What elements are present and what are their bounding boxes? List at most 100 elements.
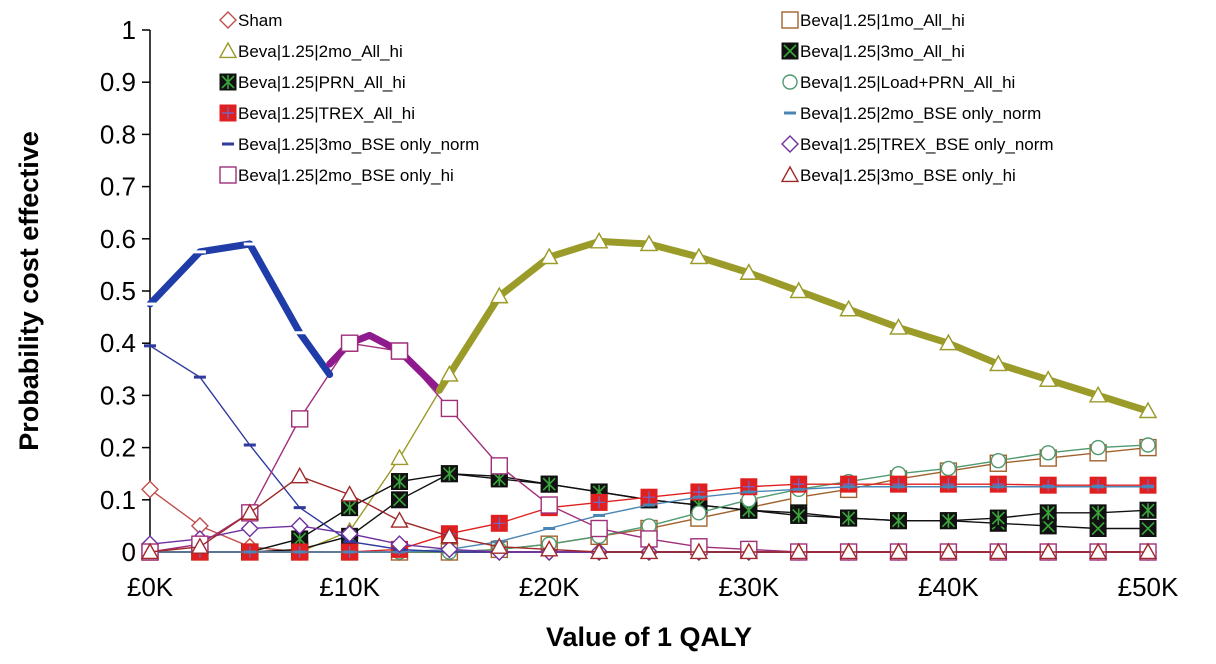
y-tick-label: 0.2 <box>100 433 136 463</box>
y-tick-label: 0.6 <box>100 224 136 254</box>
legend-marker <box>219 166 237 184</box>
legend-marker <box>218 41 238 59</box>
data-point <box>391 473 408 491</box>
data-point <box>240 519 259 538</box>
data-point <box>989 509 1007 527</box>
frontier-point <box>939 333 958 351</box>
legend-entry-beva-1-25-3mo-bse-only-norm: Beva|1.25|3mo_BSE only_norm <box>222 135 479 154</box>
data-point <box>989 542 1008 560</box>
y-tick-label: 0.8 <box>100 119 136 149</box>
data-point <box>789 542 808 560</box>
legend-label: Beva|1.25|3mo_BSE only_hi <box>800 166 1016 185</box>
data-point <box>589 542 609 560</box>
legend-entry-beva-1-25-2mo-bse-only-norm: Beva|1.25|2mo_BSE only_norm <box>784 104 1041 123</box>
legend-entry-sham: Sham <box>219 11 282 30</box>
data-point <box>1089 504 1107 522</box>
data-point <box>1139 520 1157 538</box>
data-point <box>490 470 508 488</box>
data-point <box>590 493 608 511</box>
data-point <box>1039 542 1058 560</box>
data-point <box>839 542 858 560</box>
legend-entry-beva-1-25-trex-all-hi: Beva|1.25|TREX_All_hi <box>219 104 415 123</box>
x-tick-label: £20K <box>519 572 580 602</box>
legend-label: Sham <box>238 11 282 30</box>
legend-marker <box>781 42 799 60</box>
data-point <box>340 524 359 543</box>
data-point <box>790 506 808 524</box>
y-tick-label: 0.7 <box>100 172 136 202</box>
frontier-point <box>1039 370 1058 387</box>
frontier-point <box>789 281 808 299</box>
legend-label: Beva|1.25|TREX_BSE only_norm <box>800 135 1054 154</box>
legend-marker <box>219 11 237 29</box>
frontier <box>144 231 1158 419</box>
data-point <box>939 475 957 493</box>
data-point <box>140 542 160 560</box>
data-point <box>1088 542 1108 560</box>
x-axis-title: Value of 1 QALY <box>546 622 752 652</box>
frontier-segment <box>435 237 1152 415</box>
legend-label: Beva|1.25|1mo_All_hi <box>800 11 965 30</box>
data-point <box>1139 501 1157 519</box>
legend-marker <box>219 104 237 122</box>
y-axis-title: Probability cost effective <box>14 131 44 451</box>
legend-label: Beva|1.25|TREX_All_hi <box>238 104 415 123</box>
legend-entry-beva-1-25-2mo-bse-only-hi: Beva|1.25|2mo_BSE only_hi <box>219 166 454 185</box>
series-beva-1-25-2mo-bse-only-norm <box>144 485 1154 554</box>
data-point <box>190 537 210 554</box>
data-point <box>290 516 309 535</box>
legend-label: Beva|1.25|3mo_BSE only_norm <box>238 135 479 154</box>
frontier-point <box>440 365 459 382</box>
data-point <box>390 511 409 528</box>
data-point <box>390 535 409 554</box>
data-point <box>590 519 608 538</box>
data-point <box>540 496 558 514</box>
data-point <box>490 514 508 532</box>
legend-marker <box>782 74 798 90</box>
data-point <box>440 399 459 418</box>
frontier-point <box>989 354 1008 372</box>
x-tick-label: £0K <box>127 572 174 602</box>
data-point <box>989 475 1007 493</box>
data-point <box>391 491 408 509</box>
data-point <box>490 457 508 475</box>
data-point <box>1140 437 1156 453</box>
legend-label: Beva|1.25|PRN_All_hi <box>238 73 406 92</box>
data-point <box>440 465 458 483</box>
axes: 0 0.1 0.2 0.3 0.4 0.5 0.6 0.7 0.8 0.9 1 £0K £10K £20K… <box>100 15 1179 602</box>
frontier-point <box>589 231 609 249</box>
data-point <box>890 475 907 493</box>
data-point <box>840 475 858 493</box>
legend-label: Beva|1.25|2mo_All_hi <box>238 42 403 61</box>
legend-entry-beva-1-25-3mo-all-hi: Beva|1.25|3mo_All_hi <box>781 42 965 61</box>
legend-label: Beva|1.25|3mo_All_hi <box>800 42 965 61</box>
data-point <box>1039 504 1057 522</box>
legend-marker <box>780 165 800 183</box>
frontier-point <box>390 342 409 360</box>
data-point <box>1138 542 1158 560</box>
frontier-point <box>1138 401 1158 419</box>
y-tick-label: 0.5 <box>100 276 136 306</box>
data-point <box>939 512 957 530</box>
legend-label: Beva|1.25|2mo_BSE only_norm <box>800 104 1041 123</box>
legend-entry-beva-1-25-prn-all-hi: Beva|1.25|PRN_All_hi <box>219 73 406 92</box>
data-point <box>940 460 957 477</box>
data-point <box>990 452 1006 469</box>
y-tick-label: 1 <box>122 15 136 45</box>
frontier-point <box>639 234 659 252</box>
legend-entry-beva-1-25-load-prn-all-hi: Beva|1.25|Load+PRN_All_hi <box>782 73 1015 92</box>
data-point <box>440 540 459 559</box>
frontier-point <box>540 247 559 265</box>
frontier-point <box>889 318 908 335</box>
data-point <box>341 499 359 517</box>
data-point <box>939 542 958 560</box>
data-point <box>540 539 559 557</box>
frontier-point <box>689 247 709 265</box>
legend-entry-beva-1-25-3mo-bse-only-hi: Beva|1.25|3mo_BSE only_hi <box>780 165 1016 185</box>
data-point <box>739 542 758 560</box>
data-point <box>240 503 259 520</box>
legend-label: Beva|1.25|Load+PRN_All_hi <box>800 73 1015 92</box>
data-point <box>290 466 309 484</box>
frontier-segment <box>146 240 334 379</box>
series-layer <box>140 231 1158 561</box>
